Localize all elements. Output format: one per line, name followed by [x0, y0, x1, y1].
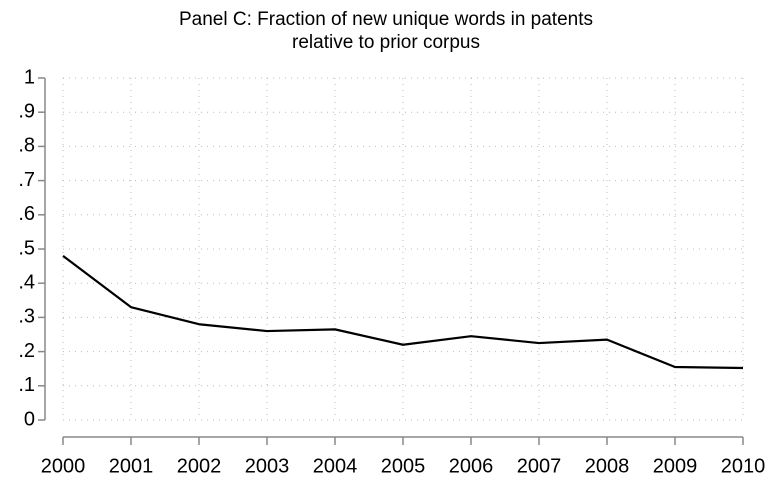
y-tick-label: 0 — [24, 408, 35, 430]
x-tick-label: 2010 — [721, 455, 766, 477]
line — [62, 254, 744, 370]
chart-title: Panel C: Fraction of new unique words in… — [179, 9, 593, 30]
x-tick-label: 2005 — [381, 455, 426, 477]
y-tick-label: .3 — [18, 306, 35, 328]
x-tick-label: 2006 — [449, 455, 494, 477]
x-tick-label: 2009 — [653, 455, 698, 477]
y-tick-label: .4 — [18, 271, 35, 293]
y-tick-label: .8 — [18, 135, 35, 157]
y-tick-label: .2 — [18, 340, 35, 362]
x-tick-label: 2002 — [177, 455, 222, 477]
y-tick-label: 1 — [24, 66, 35, 88]
x-tick-label: 2000 — [41, 455, 86, 477]
y-tick-label: .9 — [18, 100, 35, 122]
x-tick-label: 2003 — [245, 455, 290, 477]
x-tick-label: 2004 — [313, 455, 358, 477]
x-tick-label: 2007 — [517, 455, 562, 477]
y-tick-label: .6 — [18, 203, 35, 225]
chart-title: relative to prior corpus — [292, 32, 480, 53]
x-tick-label: 2001 — [109, 455, 154, 477]
y-tick-label: .1 — [18, 374, 35, 396]
y-tick-label: .7 — [18, 169, 35, 191]
x-tick-label: 2008 — [585, 455, 630, 477]
y-tick-label: .5 — [18, 237, 35, 259]
